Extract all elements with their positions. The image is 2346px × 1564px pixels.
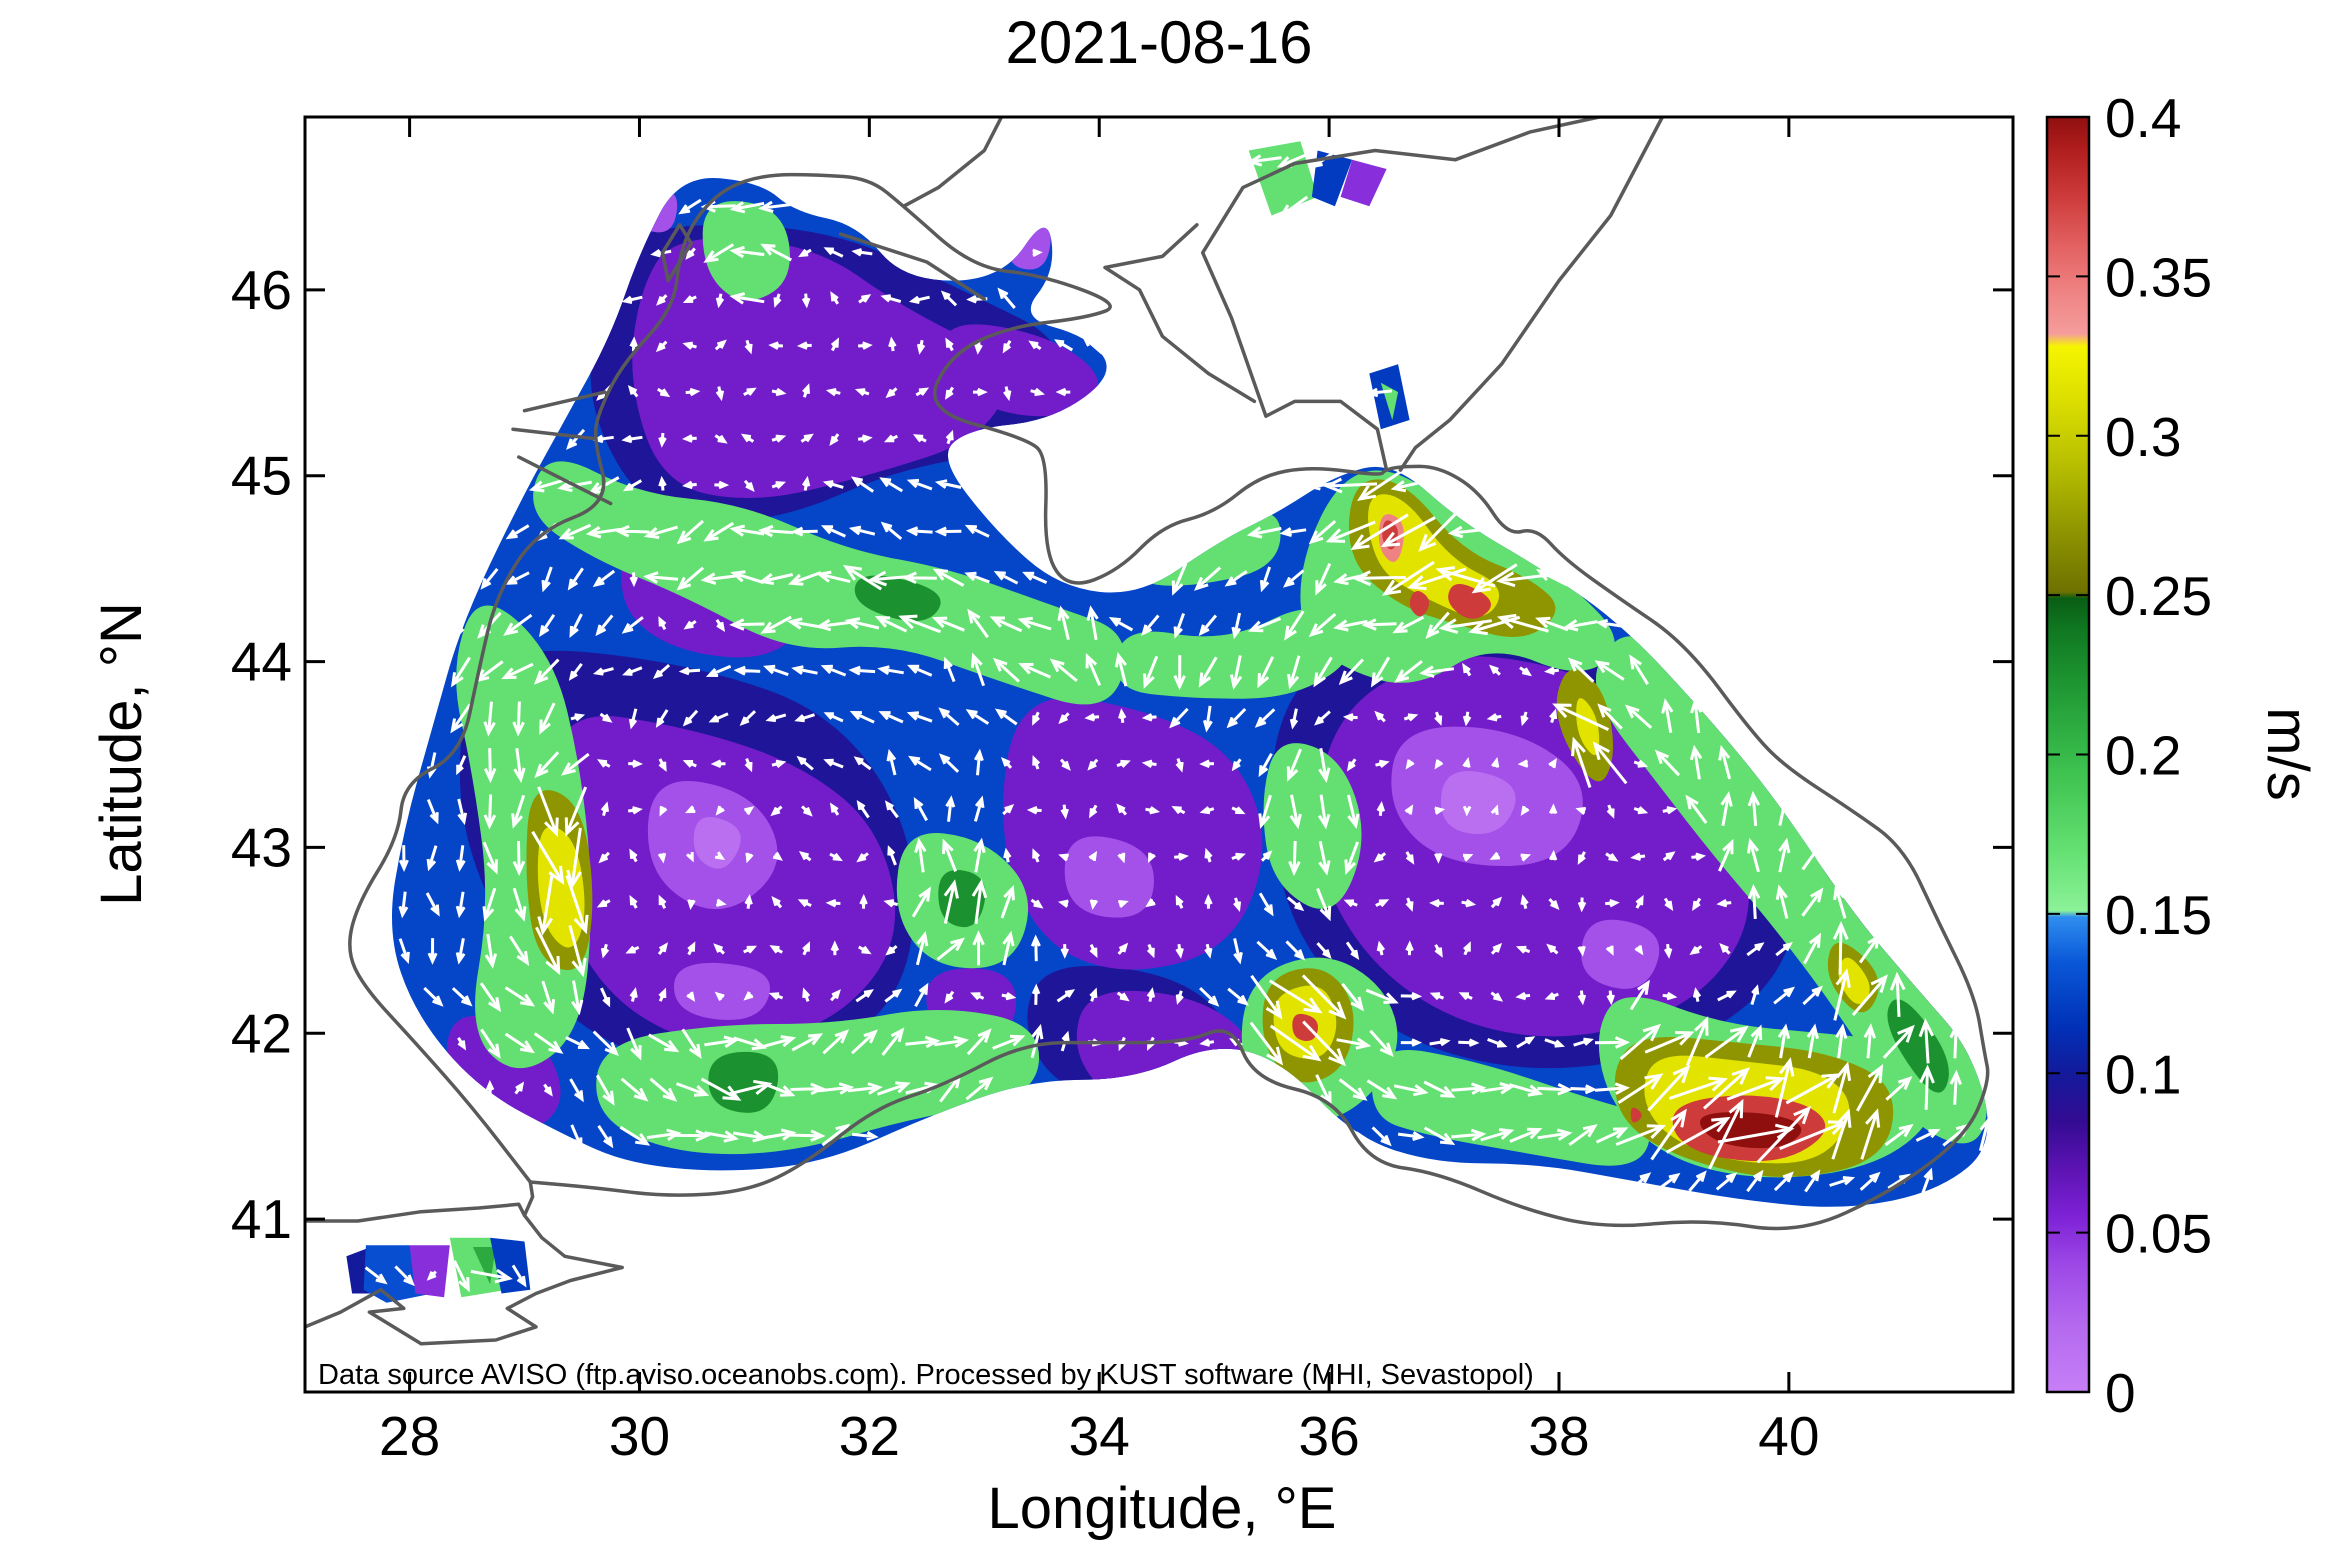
speed-contour-region xyxy=(1292,1013,1318,1041)
colorbar-tick-label: 0.05 xyxy=(2105,1203,2212,1265)
speed-contour-region xyxy=(632,238,1006,499)
x-tick-label: 30 xyxy=(609,1405,670,1467)
colorbar-tick-label: 0.25 xyxy=(2105,565,2212,627)
source-note: Data source AVISO (ftp.aviso.oceanobs.co… xyxy=(318,1359,1534,1391)
x-tick-label: 38 xyxy=(1528,1405,1589,1467)
colorbar-units-label: m/s xyxy=(2255,707,2320,800)
colorbar-tick-label: 0.4 xyxy=(2105,87,2181,149)
speed-contour-region xyxy=(1064,836,1154,918)
speed-contour-region xyxy=(1263,743,1362,909)
speed-contour-region xyxy=(537,826,585,948)
colorbar: 0 0.05 0.1 0.15 0.2 0.25 0.3 0.35 0.4 xyxy=(2045,87,2212,1424)
y-tick-label: 46 xyxy=(231,259,292,321)
danube-branch-line xyxy=(522,390,607,413)
colorbar-tick-marks xyxy=(2047,275,2089,1234)
speed-contour-region xyxy=(693,816,741,869)
speed-contour-region xyxy=(1838,957,1870,1004)
speed-contour-region xyxy=(702,201,790,301)
tendra-spit-line xyxy=(838,232,987,301)
x-tick-label: 28 xyxy=(379,1405,440,1467)
danube-branch-line xyxy=(511,427,596,441)
x-tick-label: 34 xyxy=(1069,1405,1130,1467)
colorbar-tick-label: 0.15 xyxy=(2105,884,2212,946)
speed-contour-region xyxy=(1448,583,1491,619)
quiver-arrows xyxy=(364,152,1992,1293)
speed-contour-region xyxy=(1576,698,1600,756)
axes-layer: 28 30 32 34 36 38 40 41 42 43 44 45 46 xyxy=(231,115,2015,1467)
y-tick-label: 45 xyxy=(231,445,292,507)
x-axis-label: Longitude, °E xyxy=(988,1476,1337,1541)
marmara-speed-cell xyxy=(409,1245,450,1298)
axis-tick-marks xyxy=(305,117,2013,1392)
speed-contour-region xyxy=(1581,919,1660,989)
colorbar-tick-label: 0.3 xyxy=(2105,406,2181,468)
azov-speed-cell xyxy=(1340,159,1387,207)
x-tick-label: 36 xyxy=(1299,1405,1360,1467)
marmara-coastline xyxy=(305,1202,624,1346)
x-tick-label: 32 xyxy=(839,1405,900,1467)
x-tick-label: 40 xyxy=(1758,1405,1819,1467)
y-tick-label: 41 xyxy=(231,1188,292,1250)
figure-title: 2021-08-16 xyxy=(1006,9,1313,76)
speed-contour-region xyxy=(1440,771,1516,835)
dniester-liman-outline xyxy=(660,223,693,283)
speed-contour-region xyxy=(938,870,986,928)
azov-sea-coastline xyxy=(1200,117,1665,472)
speed-contour-region xyxy=(674,962,771,1021)
colorbar-tick-label: 0.2 xyxy=(2105,725,2181,787)
y-tick-label: 42 xyxy=(231,1002,292,1064)
plot-frame xyxy=(303,115,2015,1394)
colorbar-tick-label: 0 xyxy=(2105,1362,2136,1424)
dnieper-river-line xyxy=(902,117,1004,208)
y-axis-label: Latitude, °N xyxy=(89,602,154,906)
y-tick-label: 43 xyxy=(231,816,292,878)
colorbar-tick-label: 0.1 xyxy=(2105,1043,2181,1105)
speed-contour-region xyxy=(1409,591,1430,617)
sivash-lagoon-line xyxy=(1103,223,1257,404)
bosphorus-line xyxy=(522,1180,535,1218)
speed-contour-region xyxy=(533,461,1125,705)
danube-branch-line xyxy=(517,455,613,506)
map-layer xyxy=(305,117,1992,1346)
coastlines xyxy=(305,117,1990,1346)
speed-contour-region xyxy=(1630,1107,1642,1123)
colorbar-tick-label: 0.35 xyxy=(2105,246,2212,308)
black-sea-coastline xyxy=(348,172,1990,1231)
speed-contour-region xyxy=(1887,999,1949,1093)
y-tick-label: 44 xyxy=(231,631,292,693)
colorbar-frame xyxy=(2045,115,2091,1394)
